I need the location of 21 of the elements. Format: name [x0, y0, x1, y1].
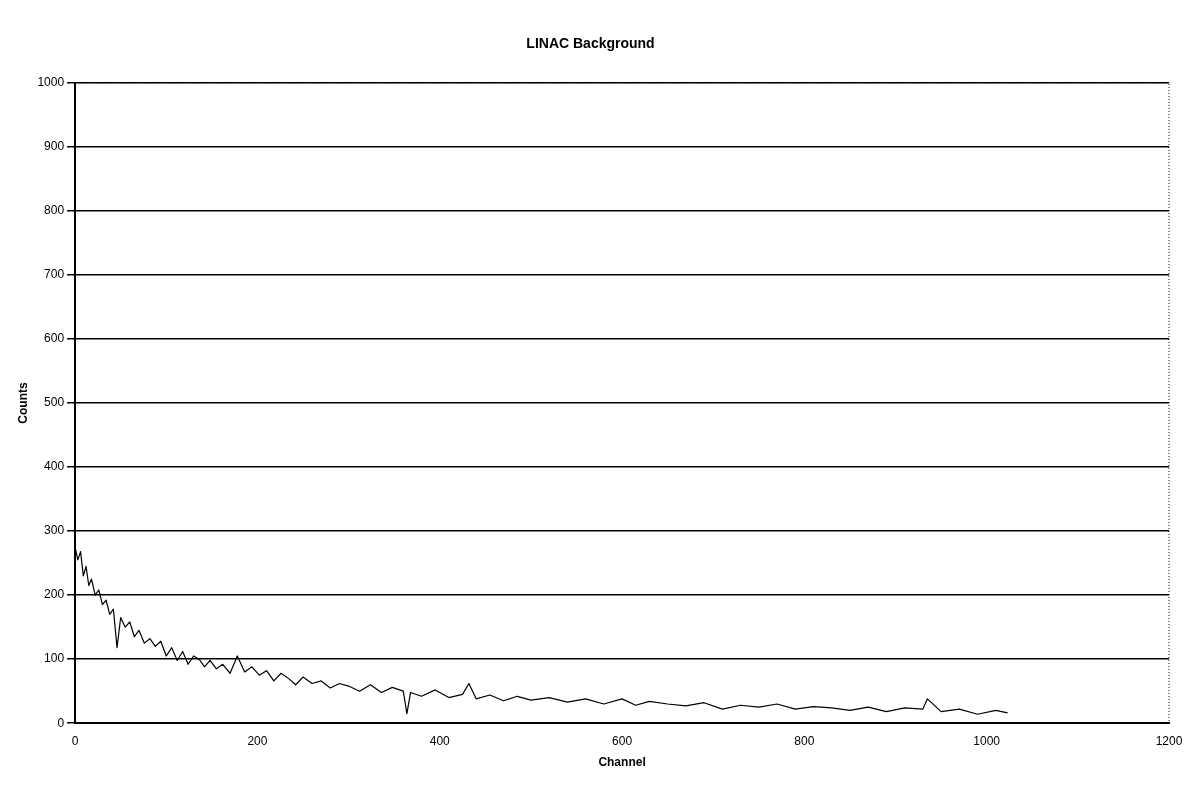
y-tick-label: 700	[44, 267, 65, 282]
y-tick-label: 100	[44, 651, 65, 666]
x-tick-label: 0	[71, 733, 79, 748]
y-tick-label: 900	[44, 139, 65, 154]
y-tick-label: 0	[57, 715, 65, 730]
x-tick-label: 200	[247, 733, 268, 748]
y-axis-title: Counts	[15, 382, 30, 424]
y-tick-label: 300	[44, 523, 65, 538]
x-axis-title: Channel	[598, 755, 646, 770]
x-tick-label: 400	[429, 733, 451, 748]
y-tick-label: 600	[44, 331, 65, 346]
x-tick-label: 1200	[1155, 733, 1183, 748]
chart-title: LINAC Background	[526, 35, 655, 52]
x-tick-label: 1000	[973, 733, 1001, 748]
y-tick-label: 400	[44, 459, 65, 474]
y-tick-label: 1000	[37, 75, 65, 90]
x-tick-label: 600	[612, 733, 633, 748]
x-tick-label: 800	[794, 733, 815, 748]
y-tick-label: 800	[44, 203, 65, 218]
y-tick-label: 500	[44, 395, 65, 410]
y-tick-label: 200	[44, 587, 65, 602]
